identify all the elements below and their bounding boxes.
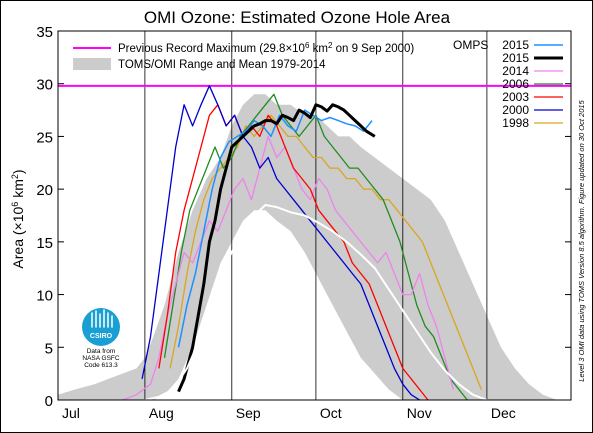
legend-range-label: TOMS/OMI Range and Mean 1979-2014 [118, 59, 326, 71]
csiro-logo-bars [91, 309, 113, 328]
x-tick-label: Dec [491, 405, 516, 421]
csiro-logo-text: CSIRO [90, 333, 113, 340]
y-axis-label: Area (×106 km2) [10, 169, 26, 268]
y-tick-label: 20 [36, 182, 53, 199]
x-tick-label: Jul [62, 405, 80, 421]
x-tick-label: Sep [236, 405, 261, 421]
y-tick-label: 30 [36, 77, 53, 94]
x-tick-label: Oct [320, 405, 342, 421]
side-note: Level 3 OMI data using TOMS Version 8.5 … [577, 99, 586, 381]
y-tick-label: 25 [36, 129, 53, 146]
csiro-logo-circle [82, 308, 120, 346]
mean-line [144, 203, 488, 401]
month-grid [144, 31, 488, 400]
series-line-y2003 [158, 104, 429, 401]
legend-label-y2014: 2014 [502, 64, 529, 78]
source-note-1: Data from [87, 348, 116, 355]
y-tick-label: 5 [45, 340, 53, 357]
chart-title: OMI Ozone: Estimated Ozone Hole Area [144, 8, 451, 27]
series-line-y2000 [141, 85, 420, 401]
legend-label-y2006: 2006 [502, 77, 529, 91]
source-note-3: Code 613.3 [84, 362, 118, 369]
y-tick-label: 15 [36, 235, 53, 252]
legend-top: Previous Record Maximum (29.8×106 km2 on… [73, 41, 414, 71]
series-line-omi2015 [177, 103, 376, 393]
axis-layer: 0 5 10 15 20 25 30 35 Jul Aug Sep Oct Nov Dec [36, 24, 572, 421]
legend-record-label: Previous Record Maximum (29.8×106 km2 on… [118, 41, 414, 55]
legend-label-omps2015: 2015 [502, 38, 529, 52]
legend-label-omi2015: 2015 [502, 51, 529, 65]
x-tick-label: Aug [149, 405, 174, 421]
legend-label-y2003: 2003 [502, 90, 529, 104]
source-note-2: NASA GSFC [82, 355, 120, 362]
y-tick-label: 35 [36, 24, 53, 41]
legend-label-y1998: 1998 [502, 116, 529, 130]
x-tick-label: Nov [407, 405, 432, 421]
series-line-y2006 [163, 93, 468, 401]
series-layer [122, 85, 488, 401]
legend-omps-prefix: OMPS [453, 38, 488, 52]
legend-label-y2000: 2000 [502, 103, 529, 117]
series-line-omps2015 [177, 109, 373, 348]
plot-border [57, 30, 572, 401]
y-tick-label: 0 [45, 393, 53, 410]
y-tick-label: 10 [36, 288, 53, 305]
legend-range-swatch [73, 58, 111, 70]
csiro-logo: CSIRO Data from NASA GSFC Code 613.3 [82, 308, 120, 369]
